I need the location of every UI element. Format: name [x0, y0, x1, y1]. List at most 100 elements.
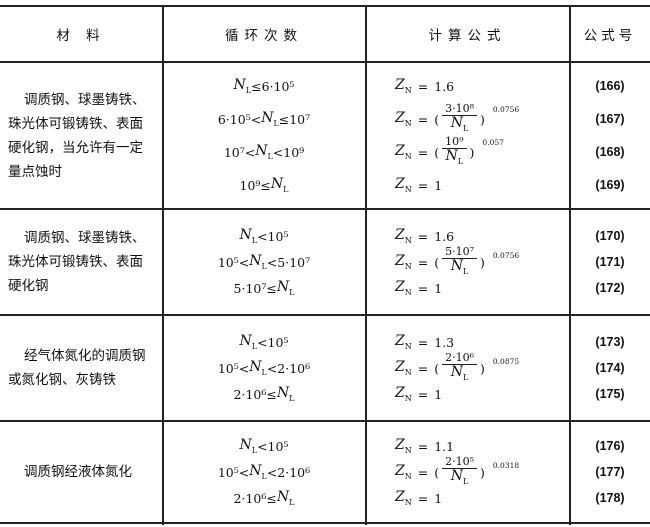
cycles-cell: NL ≤6·10⁵ 6·10⁵< NL ≤10⁷ 10⁷< NL <10⁹ 10⁹≤ NL [163, 63, 365, 208]
formula-number: (176) [595, 439, 625, 453]
life-factor-formula: ZN = 1.6 [395, 223, 567, 249]
material-text-line: 珠光体可锻铸铁、表面 [8, 254, 143, 270]
formula-value: 1 [434, 280, 443, 296]
cycles-cell: NL <10⁵ 10⁵< NL <2·10⁶ 2·10⁶≤ NL [163, 422, 365, 522]
formula-number: (173) [595, 335, 625, 349]
equals-sign: = [417, 144, 429, 160]
life-factor-formula: ZN =(10⁹ NL) 0.057 [395, 135, 567, 169]
fraction-denominator: NL [451, 365, 469, 385]
cycle-upper-bound: <2·10⁶ [266, 464, 311, 480]
cycles-cell: NL <10⁵ 10⁵< NL <2·10⁶ 2·10⁶≤ NL [163, 316, 365, 420]
left-paren: ( [434, 144, 440, 160]
subscript-l: L [463, 477, 469, 486]
formula-number: (175) [595, 387, 625, 401]
material-cell: 经气体氮化的调质钢 或氮化钢、灰铸铁 [8, 316, 160, 420]
subscript-l: L [261, 472, 267, 481]
column-divider [365, 5, 367, 525]
table-row: 经气体氮化的调质钢 或氮化钢、灰铸铁 NL <10⁵ 10⁵< NL <2·10⁶ 2·10⁶… [0, 316, 650, 420]
life-factor-formula: ZN =(5·10⁷ NL) 0.0756 [395, 245, 567, 276]
table-bottom-rule [0, 522, 650, 524]
life-factor-formula: ZN =(2·10⁵ NL) 0.0318 [395, 455, 567, 486]
fraction-numerator: 10⁹ [442, 135, 467, 149]
subscript-n: N [404, 262, 412, 271]
equals-sign: = [417, 438, 429, 454]
variable-z-n: ZN [395, 489, 412, 507]
cycle-lower-bound: 5·10⁷≤ [233, 280, 277, 296]
life-factor-formula: ZN =(2·10⁶ NL) 0.0875 [395, 351, 567, 382]
cycle-condition: 10⁷< NL <10⁹ [224, 136, 304, 169]
life-factor-formula: ZN = 1.3 [395, 329, 567, 355]
formula-number-cell: (173) (174) (175) [570, 316, 650, 420]
variable-z-n: ZN [395, 227, 412, 245]
left-paren: ( [434, 254, 440, 270]
subscript-n: N [404, 288, 412, 297]
variable-n-l: NL [255, 143, 273, 161]
subscript-l: L [251, 236, 258, 245]
right-paren: ) [480, 360, 485, 376]
table-top-rule [0, 5, 650, 7]
material-text-line: 珠光体可锻铸铁、表面 [8, 115, 143, 132]
life-factor-formula: ZN = 1 [395, 169, 567, 202]
column-divider [569, 5, 571, 525]
equals-sign: = [417, 177, 429, 193]
right-paren: ) [480, 254, 485, 270]
equals-sign: = [417, 228, 429, 244]
life-factor-formula: ZN = 1.6 [395, 70, 567, 103]
cycle-upper-bound: <10⁵ [257, 228, 289, 244]
cycle-condition: 10⁵< NL <2·10⁶ [218, 355, 310, 381]
fraction-numerator: 5·10⁷ [442, 245, 478, 259]
variable-n-l: NL [239, 437, 258, 455]
equals-sign: = [417, 280, 429, 296]
variable-z-n: ZN [395, 110, 412, 128]
formula-cell: ZN = 1.6 ZN =(5·10⁷ NL) 0.0756 ZN = 1 [395, 210, 567, 314]
fraction: 10⁹ NL [442, 135, 467, 169]
variable-z-n: ZN [395, 359, 412, 377]
material-text-line: 硬化钢 [8, 278, 49, 294]
subscript-n: N [404, 368, 412, 377]
row-divider [0, 208, 650, 210]
formula-exponent: 0.0756 [492, 251, 520, 260]
variable-z-n: ZN [395, 143, 412, 161]
formula-cell: ZN = 1.3 ZN =(2·10⁶ NL) 0.0875 ZN = 1 [395, 316, 567, 420]
equals-sign: = [417, 360, 429, 376]
variable-n-l: NL [233, 77, 252, 95]
cycle-lower-bound: 10⁵< [217, 360, 250, 376]
subscript-n: N [404, 342, 412, 351]
subscript-n: N [404, 472, 412, 481]
variable-n-l: NL [450, 468, 469, 486]
cycle-lower-bound: 10⁵< [217, 464, 250, 480]
formula-number: (174) [595, 361, 625, 375]
subscript-l: L [273, 119, 279, 128]
material-text-line: 调质钢、球墨铸铁、 [24, 91, 146, 108]
subscript-n: N [404, 446, 412, 455]
cycle-upper-bound: <2·10⁶ [266, 360, 311, 376]
subscript-l: L [251, 342, 258, 351]
cycle-condition: NL <10⁵ [240, 329, 289, 355]
fraction-denominator: NL [451, 259, 469, 279]
subscript-l: L [261, 262, 267, 271]
formula-exponent: 0.0318 [492, 461, 520, 470]
formula-number-cell: (176) (177) (178) [570, 422, 650, 522]
table-row: 调质钢、球墨铸铁、 珠光体可锻铸铁、表面 硬化钢 NL <10⁵ 10⁵< NL <5·10⁷… [0, 210, 650, 314]
equals-sign: = [417, 490, 429, 506]
material-text-line: 经气体氮化的调质钢 [24, 348, 146, 364]
formula-number: (168) [595, 145, 625, 159]
variable-n-l: NL [249, 253, 267, 271]
right-paren: ) [480, 111, 485, 127]
cycle-lower-bound: 2·10⁶≤ [233, 490, 277, 506]
table-row: 调质钢经液体氮化 NL <10⁵ 10⁵< NL <2·10⁶ 2·10⁶≤ NL ZN = 1.1… [0, 422, 650, 522]
cycle-lower-bound: 10⁹≤ [239, 177, 271, 193]
cycle-condition: NL <10⁵ [240, 223, 289, 249]
formula-exponent: 0.0756 [492, 104, 520, 114]
fraction: 2·10⁵ NL [442, 455, 478, 489]
subscript-l: L [251, 446, 258, 455]
subscript-n: N [404, 152, 412, 161]
variable-n-l: NL [261, 110, 279, 128]
cycles-cell: NL <10⁵ 10⁵< NL <5·10⁷ 5·10⁷≤ NL [163, 210, 365, 314]
fraction-numerator: 3·10⁸ [442, 102, 478, 116]
cycle-upper-bound: ≤6·10⁵ [251, 78, 295, 94]
fraction: 5·10⁷ NL [442, 245, 478, 279]
formula-number: (172) [595, 281, 625, 295]
header-number: 公式号 [583, 27, 637, 44]
formula-number: (166) [595, 79, 625, 93]
